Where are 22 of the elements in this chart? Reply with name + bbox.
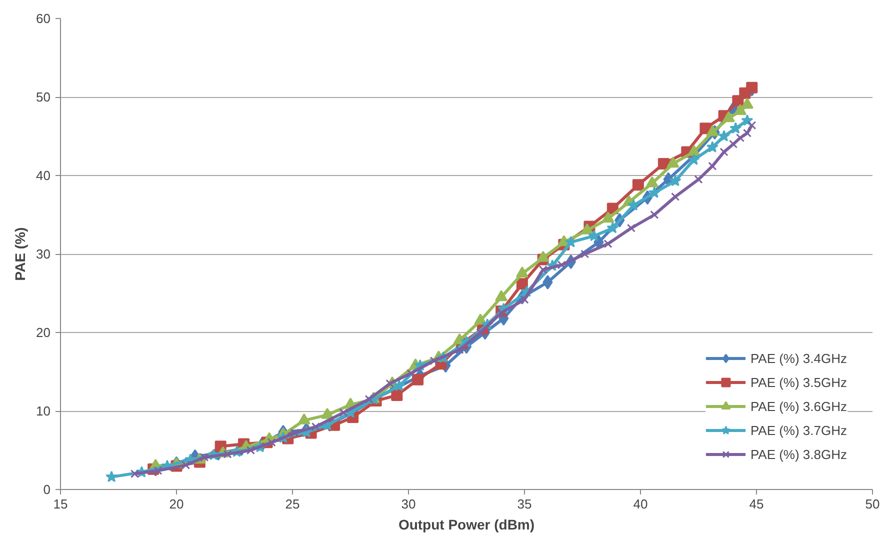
x-tick-label: 20 xyxy=(169,496,184,512)
x-axis-title: Output Power (dBm) xyxy=(398,516,535,532)
legend-label: PAE (%) 3.5GHz xyxy=(750,374,847,390)
legend-label: PAE (%) 3.6GHz xyxy=(750,398,847,414)
y-axis-title: PAE (%) xyxy=(12,227,28,281)
y-tick-label: 20 xyxy=(36,325,51,340)
y-tick-label: 30 xyxy=(36,246,51,262)
y-tick-label: 40 xyxy=(36,168,51,183)
x-tick-label: 30 xyxy=(401,496,416,512)
y-tick-label: 50 xyxy=(36,90,51,104)
x-tick-label: 15 xyxy=(53,496,68,512)
x-tick-label: 35 xyxy=(517,496,532,512)
x-tick-label: 45 xyxy=(749,496,764,512)
x-tick-label: 50 xyxy=(865,496,880,512)
legend-label: PAE (%) 3.8GHz xyxy=(750,446,847,462)
legend-label: PAE (%) 3.4GHz xyxy=(750,350,847,366)
y-tick-label: 0 xyxy=(43,482,51,497)
x-tick-label: 40 xyxy=(633,496,648,512)
y-tick-label: 10 xyxy=(36,404,51,418)
legend-label: PAE (%) 3.7GHz xyxy=(750,422,847,438)
x-tick-label: 25 xyxy=(285,496,300,512)
y-tick-label: 60 xyxy=(36,11,51,26)
